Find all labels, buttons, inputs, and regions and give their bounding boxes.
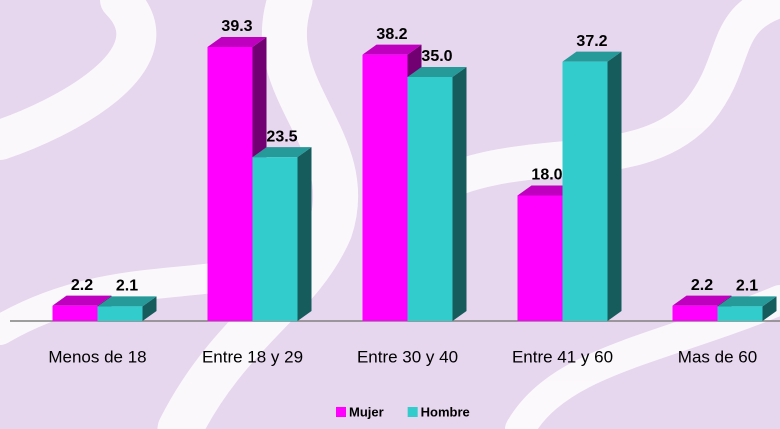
bar-side [762,296,777,321]
bar-top [252,147,312,158]
bar-side [452,66,467,321]
value-label: 2.2 [691,277,713,294]
x-tick-label: Entre 18 y 29 [202,347,303,366]
value-label: 23.5 [266,128,297,145]
x-tick-label: Menos de 18 [48,347,146,366]
bar-side [607,51,622,321]
bar-top [517,185,577,196]
bar [717,306,763,321]
bar [97,306,143,321]
bar-top [97,296,157,307]
bar [362,54,408,321]
bar-top [52,295,112,306]
legend-swatch [336,407,346,417]
value-label: 35.0 [421,48,452,65]
value-label: 18.0 [531,167,562,184]
x-tick-label: Mas de 60 [678,347,757,366]
x-tick-label: Entre 30 y 40 [357,347,458,366]
bar-top [207,37,267,47]
bar [672,305,718,321]
bar-top [672,295,732,306]
bar [52,305,98,321]
value-label: 39.3 [221,18,252,35]
bar [562,61,608,321]
bar-top [362,44,422,55]
bar-top [562,51,622,62]
bar-top [717,296,777,307]
legend-label: Mujer [349,404,384,419]
value-label: 2.1 [116,278,138,295]
bar-side [142,296,157,321]
legend-label: Hombre [421,404,470,419]
x-tick-label: Entre 41 y 60 [512,347,613,366]
bar [517,195,563,321]
value-label: 2.1 [736,278,758,295]
value-label: 37.2 [576,33,607,50]
bar-side [297,147,312,321]
bar [252,157,298,321]
bar-top [407,66,467,77]
legend-swatch [407,407,418,417]
bar [207,47,253,321]
value-label: 2.2 [71,277,93,294]
value-label: 38.2 [376,26,407,43]
bar [407,76,453,321]
